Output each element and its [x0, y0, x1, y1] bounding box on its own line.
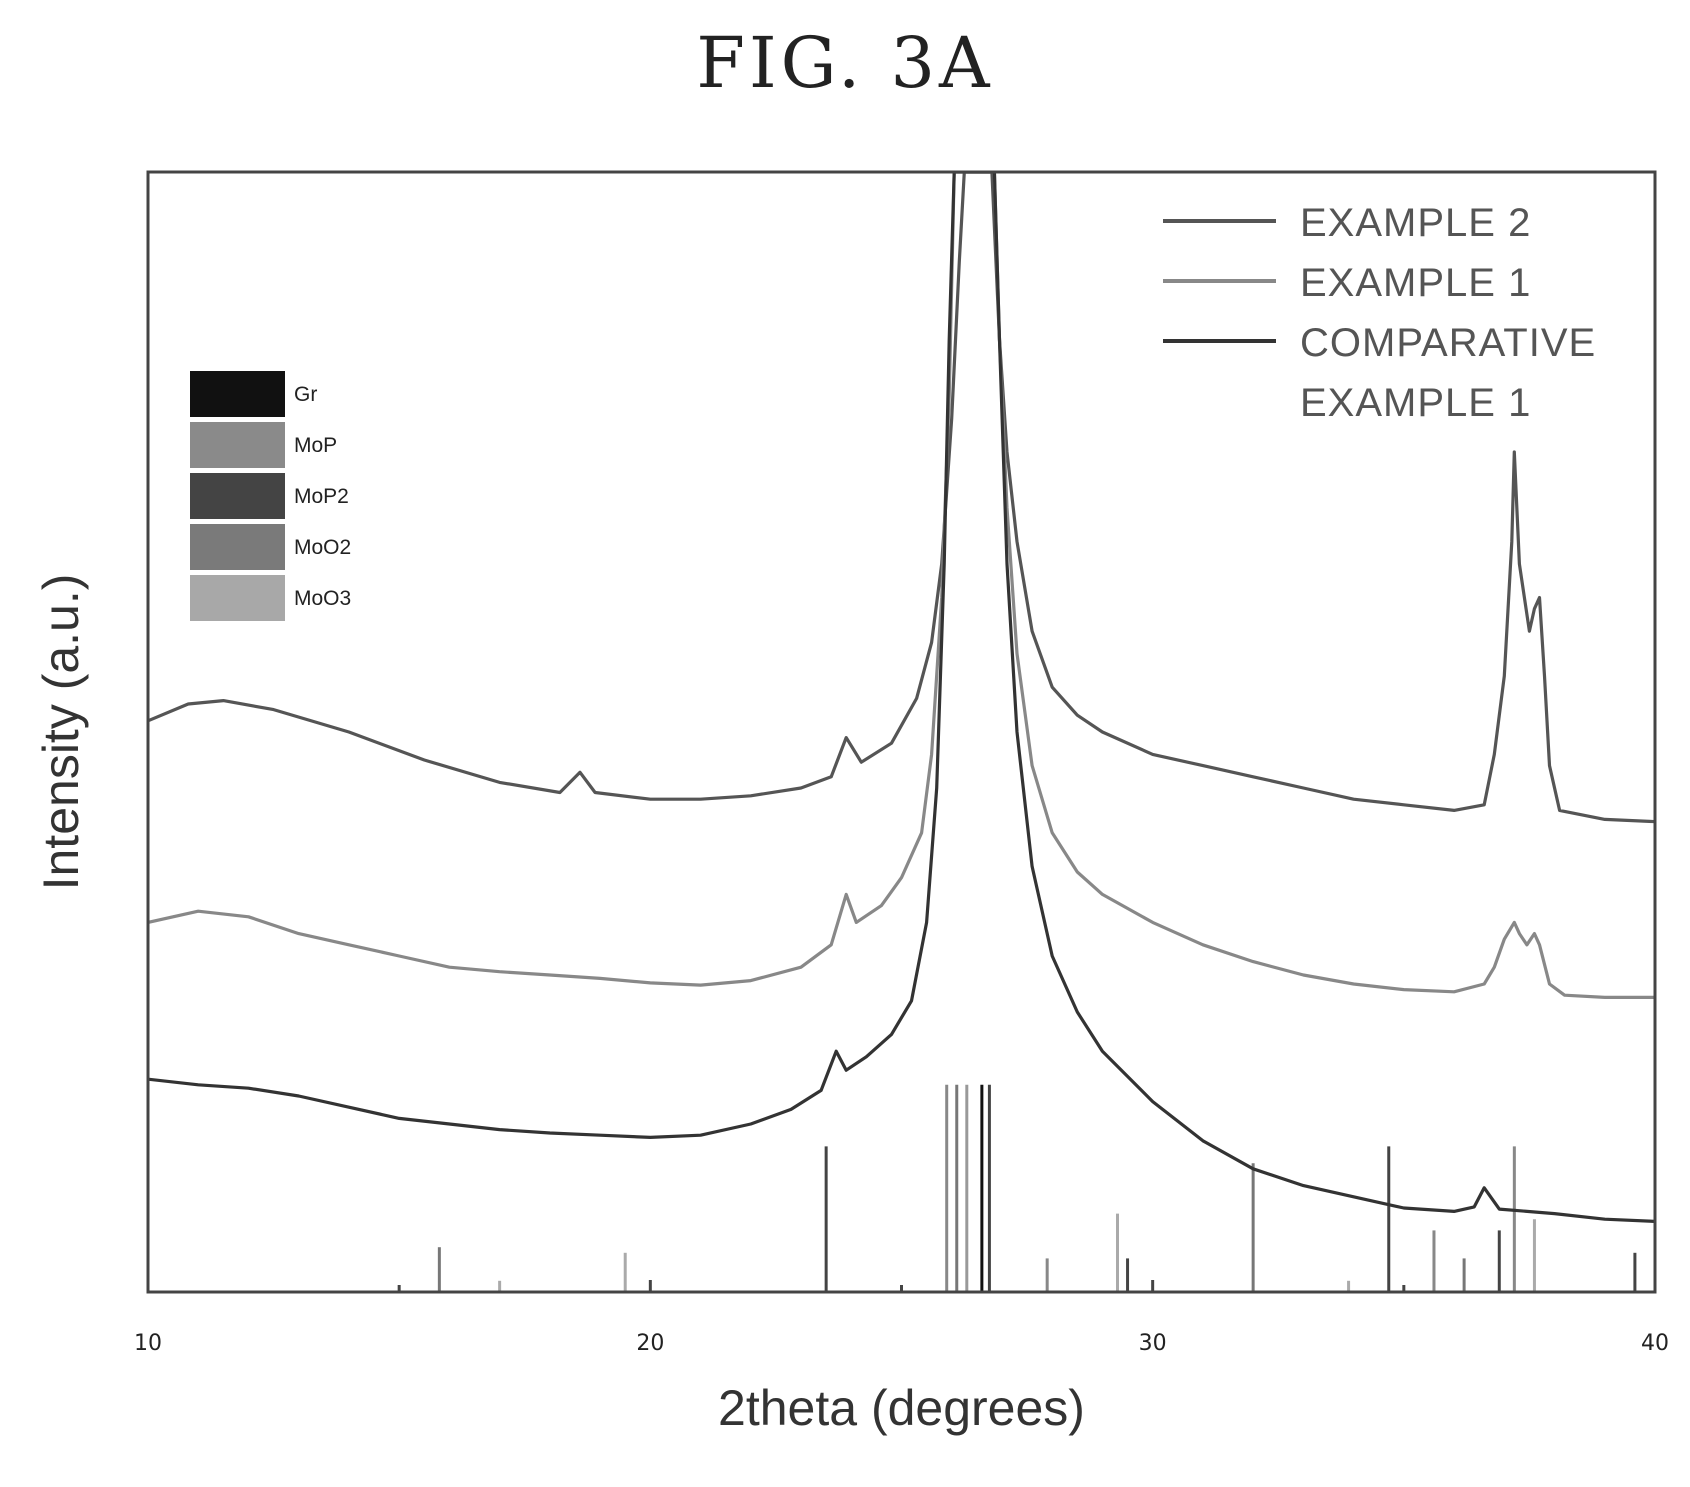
- x-tick-label: 20: [636, 1331, 664, 1356]
- ref-legend-swatch: [190, 524, 285, 570]
- legend-label: EXAMPLE 2: [1300, 201, 1531, 245]
- legend-label: COMPARATIVE EXAMPLE 1: [1300, 321, 1596, 425]
- ref-legend-label: Gr: [294, 383, 317, 406]
- legend-label: EXAMPLE 1: [1300, 261, 1531, 305]
- x-tick-label: 30: [1139, 1331, 1167, 1356]
- x-tick-label: 40: [1641, 1331, 1669, 1356]
- ref-legend-swatch: [190, 371, 285, 417]
- ref-legend-label: MoO2: [294, 536, 351, 559]
- ref-legend-label: MoO3: [294, 587, 351, 610]
- figure-title: FIG. 3A: [696, 22, 994, 104]
- ref-legend-label: MoP2: [294, 485, 349, 508]
- series-legend: EXAMPLE 2 EXAMPLE 1 COMPARATIVE EXAMPLE 1: [1163, 201, 1596, 425]
- ref-legend-swatch: [190, 473, 285, 519]
- y-axis-label: Intensity (a.u.): [33, 574, 89, 891]
- series-line-3: [148, 172, 1655, 1223]
- reference-peaks: [437, 1084, 1637, 1292]
- x-axis-ticks: 10 20 30 40: [134, 1280, 1669, 1356]
- series-line-1: [148, 172, 1655, 824]
- x-tick-label: 10: [134, 1331, 162, 1356]
- ref-legend-swatch: [190, 422, 285, 468]
- x-axis-label: 2theta (degrees): [718, 1380, 1085, 1436]
- ref-legend-label: MoP: [294, 434, 337, 457]
- reference-legend: Gr MoP MoP2 MoO2 MoO3: [190, 371, 351, 621]
- series-lines: [148, 172, 1655, 1223]
- ref-legend-swatch: [190, 575, 285, 621]
